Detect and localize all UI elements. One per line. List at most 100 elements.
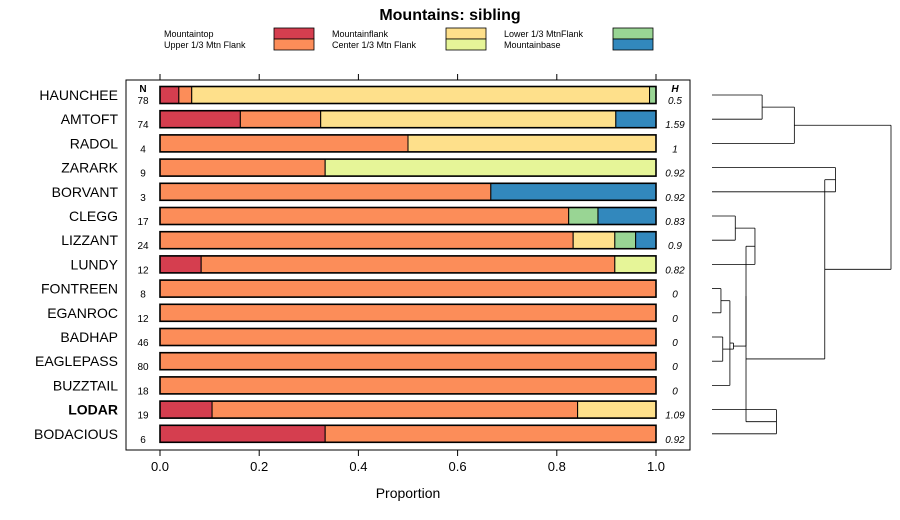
bar-outline-borvant [159, 182, 657, 202]
n-value-lundy: 12 [137, 265, 149, 276]
row-label-borvant: BORVANT [52, 184, 119, 200]
legend-swatch-center-1-3-mtn-flank [445, 38, 487, 51]
bar-segment-haunchee-mountainflank [191, 86, 651, 104]
row-label-radol: RADOL [70, 135, 118, 151]
bar-outline-fontreen [159, 279, 657, 298]
bar-segment-buzztail-upper-1-3-mtn-flank [159, 376, 657, 395]
x-tick-label-0-6: 0.6 [449, 459, 467, 474]
bar-segment-bodacious-mountaintop [159, 424, 326, 443]
n-value-zarark: 9 [140, 169, 146, 180]
bar-segment-lodar-upper-1-3-mtn-flank [211, 400, 579, 419]
n-value-haunchee: 78 [137, 96, 149, 107]
bar-segment-zarark-center-1-3-mtn-flank [324, 158, 657, 177]
legend-swatch-upper-1-3-mtn-flank [273, 38, 315, 51]
bar-outline-radol [159, 134, 657, 153]
bar-segment-lundy-upper-1-3-mtn-flank [200, 255, 616, 274]
bar-segment-borvant-mountainbase [490, 182, 657, 201]
chart-title: Mountains: sibling [379, 7, 520, 24]
bar-outline-badhap [159, 327, 657, 347]
plot-frame [125, 79, 691, 451]
x-tick-label-1-0: 1.0 [647, 459, 665, 474]
h-header: H [671, 84, 679, 95]
h-value-clegg: 0.83 [665, 217, 685, 228]
h-value-lizzant: 0.9 [668, 241, 682, 252]
bar-outline-zarark [159, 158, 657, 177]
row-label-eganroc: EGANROC [47, 305, 118, 321]
bar-outline-lizzant [159, 230, 657, 250]
bar-segment-eaglepass-upper-1-3-mtn-flank [159, 352, 657, 371]
h-value-buzztail: 0 [672, 386, 678, 397]
row-label-amtoft: AMTOFT [61, 111, 119, 127]
bar-segment-amtoft-mountainflank [320, 110, 617, 129]
bar-segment-bodacious-upper-1-3-mtn-flank [324, 424, 657, 443]
legend-swatch-lower-1-3-mtnflank [612, 27, 654, 40]
bar-segment-amtoft-mountaintop [159, 110, 241, 129]
bar-segment-lodar-mountaintop [159, 400, 213, 419]
bar-segment-radol-mountainflank [407, 134, 657, 153]
n-value-badhap: 46 [137, 338, 149, 349]
row-label-haunchee: HAUNCHEE [39, 87, 118, 103]
legend-label-mountainflank: Mountainflank [332, 29, 389, 39]
bar-segment-lizzant-mountainbase [635, 231, 657, 250]
n-header: N [139, 84, 146, 95]
row-label-lizzant: LIZZANT [61, 232, 118, 248]
bar-segment-badhap-upper-1-3-mtn-flank [159, 328, 657, 346]
n-value-lodar: 19 [137, 411, 149, 422]
legend-swatch-mountaintop [273, 27, 315, 40]
x-axis-label: Proportion [376, 485, 441, 501]
x-tick-label-0-0: 0.0 [151, 459, 169, 474]
bar-outline-bodacious [159, 424, 657, 444]
n-value-eaglepass: 80 [137, 362, 149, 373]
h-value-radol: 1 [672, 144, 678, 155]
n-value-fontreen: 8 [140, 290, 146, 301]
n-value-clegg: 17 [137, 217, 149, 228]
legend-swatch-mountainbase [612, 38, 654, 51]
bar-segment-clegg-upper-1-3-mtn-flank [159, 207, 570, 225]
bar-segment-lundy-center-1-3-mtn-flank [614, 255, 657, 274]
n-value-buzztail: 18 [137, 386, 149, 397]
h-value-eaglepass: 0 [672, 362, 678, 373]
row-label-fontreen: FONTREEN [41, 281, 118, 297]
x-axis: 0.0 0.2 0.4 0.6 0.8 1.0 [151, 74, 665, 474]
x-tick-label-0-4: 0.4 [349, 459, 367, 474]
bar-segment-haunchee-lower-1-3-mtnflank [649, 86, 657, 104]
bar-outline-buzztail [159, 376, 657, 395]
bar-segment-lodar-mountainflank [577, 400, 657, 419]
legend-label-upper-1-3-mtn-flank: Upper 1/3 Mtn Flank [164, 40, 246, 50]
n-value-amtoft: 74 [137, 120, 149, 131]
bar-outline-clegg [159, 206, 657, 226]
h-value-bodacious: 0.92 [665, 435, 685, 446]
h-value-haunchee: 0.5 [668, 96, 682, 107]
h-value-lundy: 0.82 [665, 265, 685, 276]
bar-segment-radol-upper-1-3-mtn-flank [159, 134, 409, 153]
n-value-borvant: 3 [140, 193, 146, 204]
bar-segment-clegg-mountainbase [597, 207, 657, 225]
row-label-buzztail: BUZZTAIL [53, 377, 118, 393]
legend-swatch-mountainflank [445, 27, 487, 40]
h-value-badhap: 0 [672, 338, 678, 349]
dendrogram [712, 94, 892, 435]
h-value-lodar: 1.09 [665, 411, 685, 422]
h-value-fontreen: 0 [672, 290, 678, 301]
bar-segment-amtoft-upper-1-3-mtn-flank [239, 110, 322, 129]
n-value-radol: 4 [140, 144, 146, 155]
legend-label-lower-1-3-mtnflank: Lower 1/3 MtnFlank [504, 29, 584, 39]
row-label-badhap: BADHAP [60, 329, 118, 345]
bar-segment-amtoft-mountainbase [615, 110, 657, 129]
bar-segment-fontreen-upper-1-3-mtn-flank [159, 279, 657, 298]
legend-label-mountainbase: Mountainbase [504, 40, 561, 50]
row-label-lundy: LUNDY [71, 256, 119, 272]
n-value-bodacious: 6 [140, 435, 146, 446]
bar-segment-lundy-mountaintop [159, 255, 202, 274]
bar-segment-lizzant-mountainflank [572, 231, 616, 250]
h-value-borvant: 0.92 [665, 193, 685, 204]
bar-segment-lizzant-upper-1-3-mtn-flank [159, 231, 574, 250]
x-tick-label-0-8: 0.8 [548, 459, 566, 474]
bar-segment-lizzant-lower-1-3-mtnflank [614, 231, 637, 250]
bar-outline-eaglepass [159, 351, 657, 371]
h-value-eganroc: 0 [672, 314, 678, 325]
legend-label-mountaintop: Mountaintop [164, 29, 214, 39]
row-label-eaglepass: EAGLEPASS [35, 353, 118, 369]
x-tick-label-0-2: 0.2 [250, 459, 268, 474]
